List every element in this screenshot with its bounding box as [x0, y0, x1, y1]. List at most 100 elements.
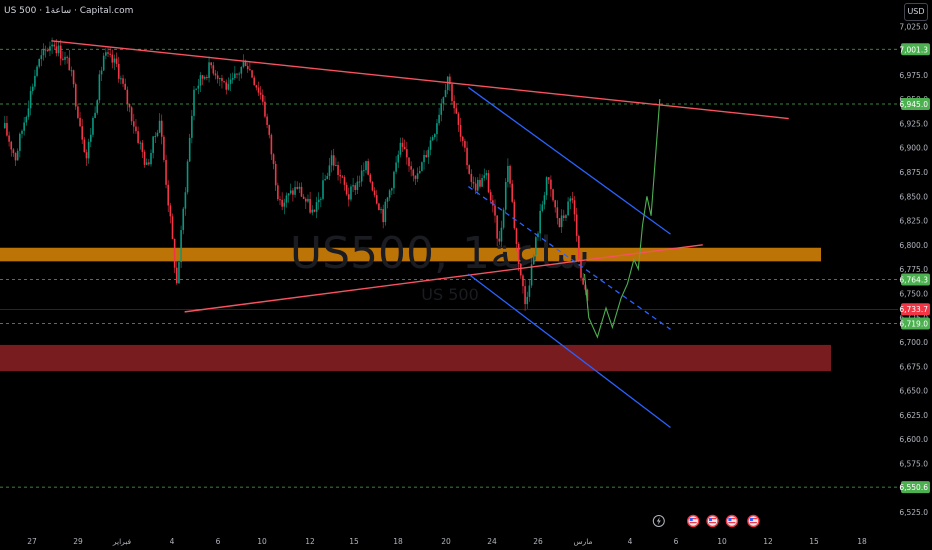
time-tick-label: 27 — [27, 537, 37, 546]
candle-body — [520, 263, 522, 276]
candle-body — [438, 114, 440, 124]
candle-body — [339, 175, 341, 177]
candle-body — [40, 55, 43, 60]
drawings-layer[interactable] — [51, 40, 789, 428]
candle-body — [238, 73, 240, 75]
upper-resistance-line[interactable] — [51, 40, 789, 120]
projection-path[interactable] — [583, 99, 661, 339]
price-tick-label: 6,825.0 — [899, 217, 928, 226]
time-tick-label: 12 — [763, 537, 773, 546]
candle-body — [122, 78, 124, 84]
channel-top-line[interactable] — [468, 86, 671, 235]
candle-body — [332, 155, 335, 166]
candle-body — [285, 195, 288, 203]
us-flag-icon[interactable] — [687, 514, 700, 528]
candle-body — [522, 275, 524, 287]
us-flag-icon[interactable] — [725, 514, 739, 528]
flag-stripe — [709, 518, 717, 520]
price-tick-label: 6,975.0 — [899, 71, 928, 80]
demand-zone[interactable] — [0, 344, 831, 372]
flag-stripe — [728, 518, 736, 520]
candle-body — [70, 70, 73, 72]
candle-body — [382, 209, 384, 223]
event-markers[interactable] — [652, 514, 760, 528]
candle-body — [277, 185, 279, 200]
price-badge[interactable] — [901, 303, 930, 316]
candle-body — [539, 210, 541, 234]
candle-body — [219, 78, 221, 80]
candle-body — [418, 170, 421, 174]
candle-body — [90, 134, 92, 142]
candle-body — [479, 179, 481, 187]
candle-body — [481, 177, 483, 187]
us-flag-icon[interactable] — [747, 514, 760, 528]
candle-body — [425, 154, 427, 158]
candle-body — [193, 89, 195, 116]
candle-body — [279, 199, 281, 201]
price-badge[interactable] — [901, 97, 930, 110]
price-tick-label: 6,925.0 — [899, 119, 928, 128]
price-badge[interactable] — [901, 273, 930, 286]
candle-body — [410, 166, 412, 170]
candle-body — [154, 136, 157, 138]
candle-body — [511, 183, 513, 202]
time-tick-label: 15 — [809, 537, 819, 546]
candle-body — [545, 177, 548, 196]
candle-body — [300, 186, 303, 197]
candle-body — [289, 190, 292, 194]
candle-body — [23, 122, 25, 131]
candle-body — [92, 117, 94, 135]
price-badge-label: 6,719.0 — [899, 320, 928, 329]
level-lines-layer — [0, 48, 898, 488]
channel-bottom-line[interactable] — [468, 273, 671, 428]
time-tick-label: 12 — [305, 537, 315, 546]
time-axis[interactable]: 27 29 فبراير 4 6 10 12 15 18 20 24 26 مارس 4 6 10 12 15 18 — [27, 537, 867, 546]
time-tick-label: 18 — [857, 537, 867, 546]
candle-body — [343, 177, 346, 185]
candle-body — [201, 75, 204, 79]
flag-canton — [749, 518, 753, 521]
candle-body — [197, 85, 200, 89]
candle-body — [133, 121, 135, 127]
candle-body — [38, 59, 40, 67]
candle-body — [141, 142, 144, 152]
candle-body — [184, 192, 187, 209]
candle-body — [113, 58, 116, 63]
candle-body — [517, 243, 520, 264]
candle-body — [62, 58, 64, 60]
candle-body — [266, 116, 268, 125]
candle-body — [85, 152, 88, 159]
candle-body — [47, 50, 49, 52]
price-badge[interactable] — [901, 317, 930, 330]
time-tick-label: 20 — [441, 537, 451, 546]
supply-zone[interactable] — [0, 247, 821, 262]
us-flag-icon[interactable] — [706, 514, 719, 528]
zones-layer — [0, 247, 831, 372]
candle-body — [171, 216, 174, 239]
time-tick-label: 6 — [216, 537, 221, 546]
candle-body — [96, 100, 99, 113]
price-badge[interactable] — [901, 481, 930, 494]
candle-body — [341, 176, 344, 178]
candle-body — [117, 63, 120, 79]
candle-body — [4, 122, 6, 129]
candle-body — [229, 79, 232, 84]
candles-layer — [4, 37, 589, 311]
currency-button[interactable]: USD — [904, 3, 928, 21]
price-axis[interactable]: 6,525.06,550.06,575.06,600.06,625.06,650… — [898, 0, 932, 550]
lightning-icon — [656, 517, 661, 525]
lower-support-line[interactable] — [184, 244, 703, 313]
candle-body — [451, 84, 453, 102]
candle-body — [386, 197, 389, 202]
candle-body — [206, 77, 208, 79]
candle-body — [461, 136, 464, 141]
candle-body — [337, 165, 339, 176]
candle-body — [434, 134, 436, 138]
candle-body — [322, 180, 324, 199]
candle-body — [464, 140, 466, 148]
candle-body — [335, 165, 337, 167]
price-tick-label: 6,575.0 — [899, 459, 928, 468]
price-badge[interactable] — [901, 43, 930, 56]
candle-body — [330, 155, 333, 166]
